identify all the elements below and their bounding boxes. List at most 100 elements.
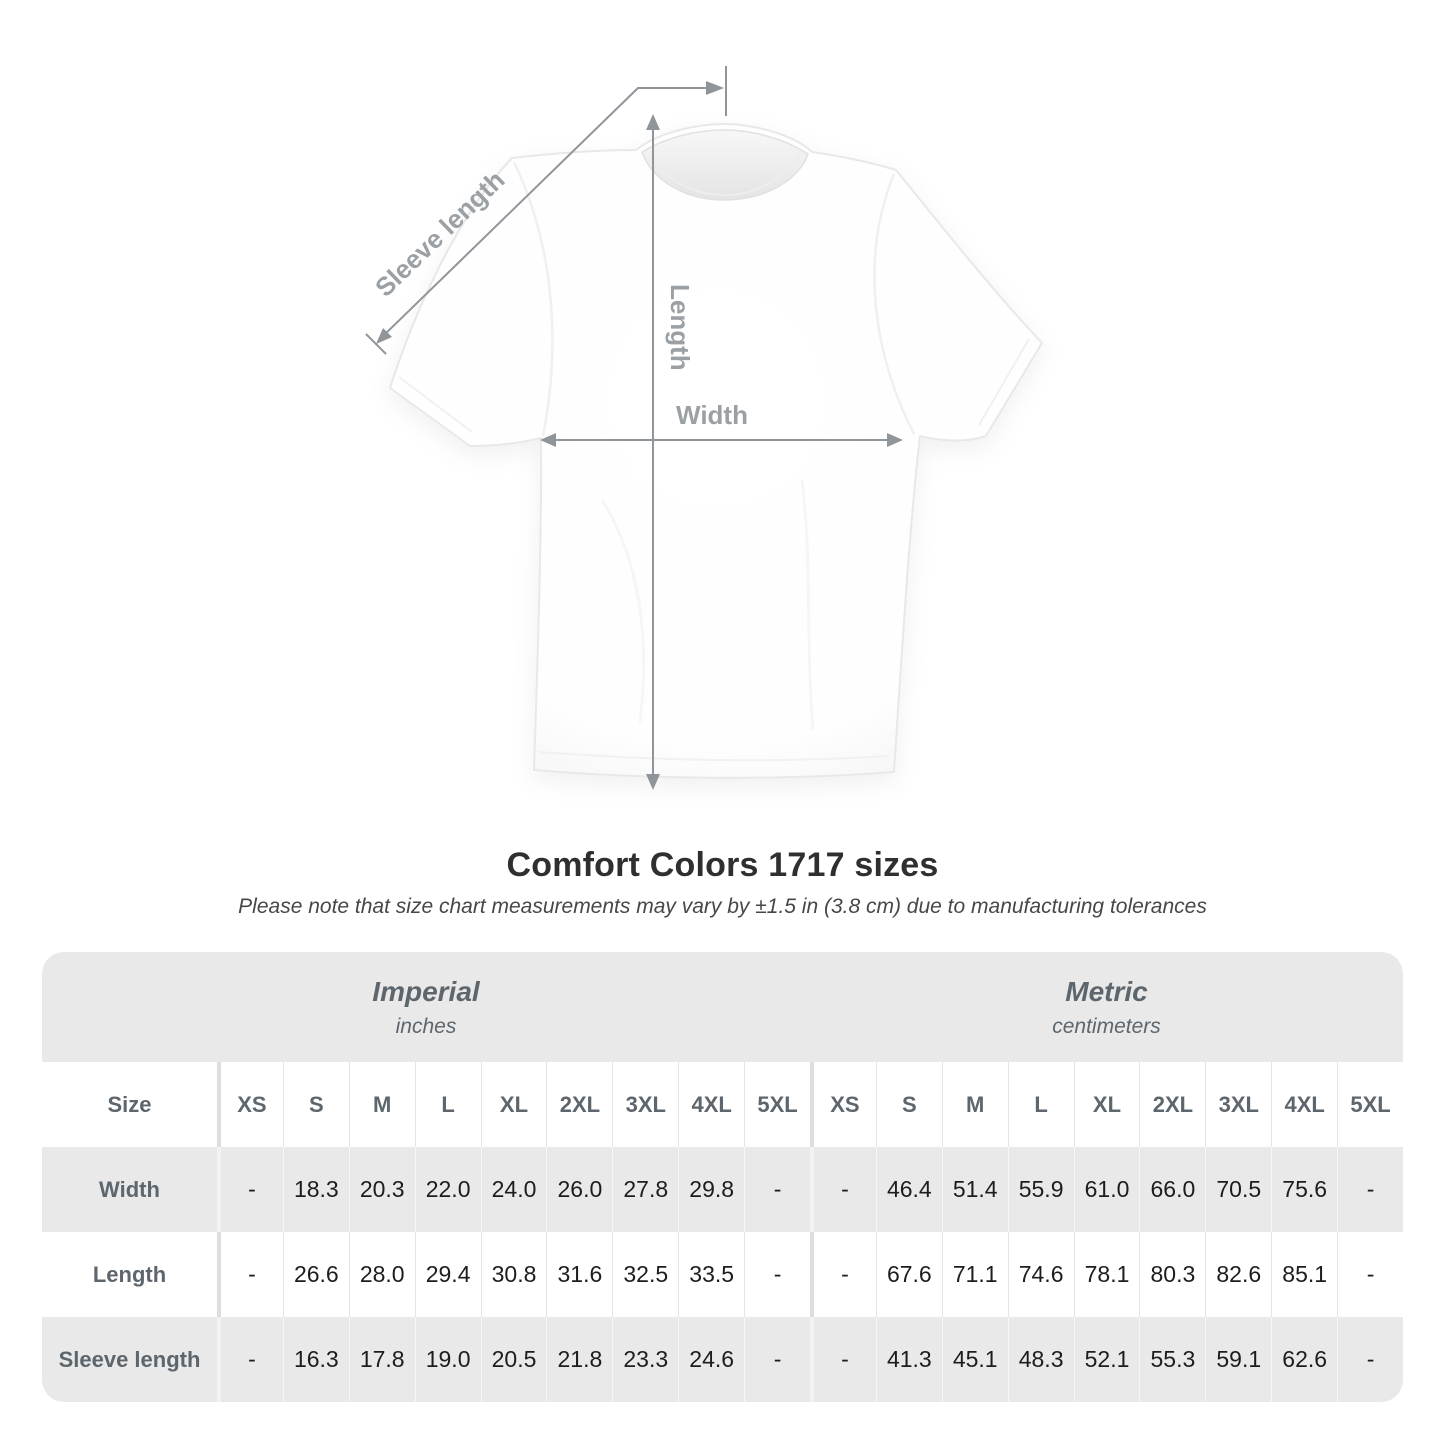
cell-length-metric-5xl: - (1337, 1232, 1403, 1317)
width-arrowhead-right (887, 433, 903, 447)
metric-header: Metric centimeters (810, 952, 1403, 1062)
collar-opening (641, 129, 809, 201)
cell-width-imperial-xs: - (217, 1147, 283, 1232)
cell-width-metric-2xl: 66.0 (1139, 1147, 1205, 1232)
size-row-label: Size (107, 1091, 152, 1117)
hem-stitch (539, 751, 890, 762)
cell-sleeve-length-metric-5xl: - (1337, 1317, 1403, 1402)
cell-width-metric-3xl: 70.5 (1205, 1147, 1271, 1232)
cell-sleeve-length-imperial-m: 17.8 (348, 1317, 415, 1402)
cell-width-metric-xl: 61.0 (1073, 1147, 1140, 1232)
cell-sleeve-length-imperial-xl: 20.5 (480, 1317, 547, 1402)
cell-width-imperial-l: 22.0 (414, 1147, 481, 1232)
wrinkle-left (600, 499, 646, 723)
cell-width-metric-s: 46.4 (875, 1147, 942, 1232)
size-col-metric-2xl: 2XL (1139, 1062, 1205, 1147)
right-cuff-stitch (978, 338, 1030, 426)
cell-width-metric-5xl: - (1337, 1147, 1403, 1232)
cell-width-imperial-s: 18.3 (282, 1147, 349, 1232)
cell-length-imperial-m: 28.0 (348, 1232, 415, 1317)
metric-header-unit: centimeters (1052, 1014, 1161, 1038)
cell-width-imperial-xl: 24.0 (480, 1147, 547, 1232)
size-col-imperial-m: M (348, 1062, 415, 1147)
size-col-metric-l: L (1007, 1062, 1074, 1147)
sleeve-arrowhead-right (706, 81, 724, 95)
cell-sleeve-length-metric-4xl: 62.6 (1271, 1317, 1337, 1402)
cell-width-metric-l: 55.9 (1007, 1147, 1074, 1232)
cell-length-imperial-5xl: - (744, 1232, 810, 1317)
tshirt-diagram: Sleeve length Length Width (365, 66, 1043, 790)
cell-sleeve-length-metric-2xl: 55.3 (1139, 1317, 1205, 1402)
cell-length-metric-m: 71.1 (941, 1232, 1008, 1317)
cell-width-imperial-3xl: 27.8 (612, 1147, 678, 1232)
measurement-row-width: Width -18.3 20.3 22.0 24.0 26.0 27.8 29.8- -46.4… (42, 1147, 1403, 1232)
size-col-metric-s: S (875, 1062, 942, 1147)
collar-rib-seam (649, 153, 801, 197)
tshirt-illustration (389, 123, 1043, 779)
cell-sleeve-length-metric-xl: 52.1 (1073, 1317, 1140, 1402)
size-col-imperial-2xl: 2XL (546, 1062, 612, 1147)
unit-header-row: Imperial inches Metric centimeters (42, 952, 1403, 1062)
cell-length-imperial-2xl: 31.6 (546, 1232, 612, 1317)
length-arrowhead-top (646, 114, 660, 130)
cell-length-imperial-3xl: 32.5 (612, 1232, 678, 1317)
row-label-length: Length (92, 1261, 167, 1287)
cell-sleeve-length-metric-s: 41.3 (875, 1317, 942, 1402)
size-col-metric-3xl: 3XL (1205, 1062, 1271, 1147)
size-col-imperial-3xl: 3XL (612, 1062, 678, 1147)
cell-width-imperial-5xl: - (744, 1147, 810, 1232)
metric-header-name: Metric (1065, 975, 1148, 1007)
cell-width-imperial-m: 20.3 (348, 1147, 415, 1232)
cell-length-metric-xs: - (809, 1232, 876, 1317)
cell-width-metric-m: 51.4 (941, 1147, 1008, 1232)
imperial-header-unit: inches (395, 1014, 457, 1038)
cell-length-metric-xl: 78.1 (1073, 1232, 1140, 1317)
wrinkle-right (800, 479, 815, 731)
size-col-imperial-s: S (282, 1062, 349, 1147)
size-col-metric-4xl: 4XL (1271, 1062, 1337, 1147)
length-label: Length (665, 284, 695, 371)
cell-sleeve-length-imperial-l: 19.0 (414, 1317, 481, 1402)
length-arrowhead-bottom (646, 774, 660, 790)
size-table: Imperial inches Metric centimeters Size … (42, 952, 1403, 1402)
arrowheads (376, 81, 903, 790)
right-armhole-seam (873, 173, 916, 435)
left-cuff-stitch (398, 376, 473, 433)
cell-length-imperial-s: 26.6 (282, 1232, 349, 1317)
width-label: Width (676, 400, 748, 430)
cell-length-imperial-xl: 30.8 (480, 1232, 547, 1317)
cell-length-imperial-xs: - (217, 1232, 283, 1317)
sleeve-length-line (379, 87, 718, 340)
cell-sleeve-length-metric-xs: - (809, 1317, 876, 1402)
cell-sleeve-length-imperial-xs: - (217, 1317, 283, 1402)
size-col-imperial-xs: XS (217, 1062, 283, 1147)
cell-length-metric-3xl: 82.6 (1205, 1232, 1271, 1317)
cell-sleeve-length-metric-m: 45.1 (941, 1317, 1008, 1402)
cell-sleeve-length-imperial-s: 16.3 (282, 1317, 349, 1402)
width-arrowhead-left (540, 433, 556, 447)
imperial-header-name: Imperial (372, 975, 480, 1007)
size-header-row: Size XS S M L XL 2XL 3XL 4XL 5XL XS S M L XL 2XL 3XL 4XL… (42, 1062, 1403, 1147)
size-col-imperial-4xl: 4XL (678, 1062, 744, 1147)
cell-length-metric-l: 74.6 (1007, 1232, 1074, 1317)
size-col-imperial-xl: XL (480, 1062, 547, 1147)
cell-length-imperial-l: 29.4 (414, 1232, 481, 1317)
cell-width-imperial-4xl: 29.8 (678, 1147, 744, 1232)
size-col-imperial-5xl: 5XL (744, 1062, 810, 1147)
cell-sleeve-length-imperial-2xl: 21.8 (546, 1317, 612, 1402)
cell-sleeve-length-metric-3xl: 59.1 (1205, 1317, 1271, 1402)
imperial-header: Imperial inches (42, 952, 810, 1062)
size-col-metric-m: M (941, 1062, 1008, 1147)
cell-width-imperial-2xl: 26.0 (546, 1147, 612, 1232)
cell-sleeve-length-imperial-4xl: 24.6 (678, 1317, 744, 1402)
cell-sleeve-length-imperial-5xl: - (744, 1317, 810, 1402)
page-subtitle: Please note that size chart measurements… (238, 895, 1207, 918)
size-col-imperial-l: L (414, 1062, 481, 1147)
row-label-sleeve-length: Sleeve length (58, 1346, 201, 1372)
tshirt-silhouette (389, 123, 1043, 779)
page-title: Comfort Colors 1717 sizes (506, 846, 939, 884)
measurement-row-sleeve-length: Sleeve length -16.3 17.8 19.0 20.5 21.8 23.3 24… (42, 1317, 1403, 1402)
cell-width-metric-4xl: 75.6 (1271, 1147, 1337, 1232)
size-col-metric-xl: XL (1073, 1062, 1140, 1147)
